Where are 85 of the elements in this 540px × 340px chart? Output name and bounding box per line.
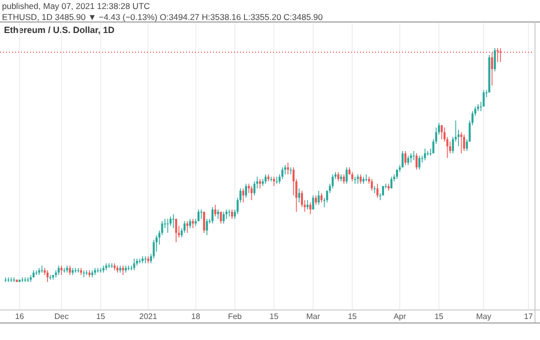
candlestick [376, 183, 378, 198]
candlestick [192, 218, 194, 229]
x-tick-label: 15 [270, 312, 279, 321]
x-tick-label: Feb [228, 312, 242, 321]
candlestick [300, 190, 303, 208]
candlestick [122, 265, 124, 276]
candlestick [60, 265, 63, 276]
candlestick [424, 148, 426, 161]
candlestick [281, 166, 284, 180]
candlestick [245, 183, 248, 198]
x-tick-label: Mar [306, 312, 320, 321]
candlestick [314, 195, 317, 206]
candlestick [416, 152, 418, 170]
candlestick [21, 276, 24, 282]
x-tick-label: 17 [524, 312, 534, 321]
x-tick-label: 15 [348, 312, 358, 321]
candlestick [390, 176, 392, 189]
candlestick [410, 152, 412, 164]
candlestick [144, 256, 146, 264]
candlestick [396, 169, 398, 180]
candlestick [460, 132, 462, 154]
candlestick [346, 166, 348, 184]
candlestick [108, 262, 110, 268]
candlestick [356, 174, 359, 184]
candlestick [402, 150, 404, 168]
text: published, May 07, 2021 12:38:28 UTC [2, 1, 150, 11]
candlestick [449, 141, 452, 154]
candlestick [242, 188, 244, 203]
candlestick [412, 150, 415, 161]
x-tick-label: 16 [15, 312, 25, 321]
x-tick-label: 2021 [139, 312, 158, 321]
x-tick-label: 15 [96, 312, 106, 321]
x-tick-label: Dec [54, 312, 69, 321]
candlestick [253, 180, 256, 196]
candlestick [351, 172, 354, 182]
candlestick [186, 220, 188, 234]
candlestick [494, 48, 496, 72]
candlestick [222, 211, 225, 224]
candlestick [320, 192, 323, 203]
candlestick [166, 218, 169, 234]
candlestick [211, 206, 214, 224]
candlestick [309, 202, 312, 215]
candlestick [250, 186, 253, 200]
candlestick [7, 276, 10, 282]
candlestick [203, 211, 206, 234]
candlestick [418, 155, 420, 170]
candlestick [463, 134, 466, 152]
candlestick [189, 218, 192, 229]
chart-title: Ethereum / U.S. Dollar, 1D [4, 25, 116, 35]
candlestick [82, 270, 85, 278]
candlestick [231, 209, 234, 220]
candlestick [482, 90, 485, 107]
candlestick [440, 124, 443, 140]
candlestick [133, 258, 136, 271]
candlestick [407, 155, 410, 166]
candlestick [264, 174, 267, 184]
candlestick [58, 265, 60, 276]
candlestick [272, 176, 275, 186]
candlestick [68, 265, 71, 276]
x-tick-label: Apr [394, 312, 406, 321]
x-tick-label: May [476, 312, 492, 321]
candlestick [26, 276, 29, 282]
candlestick [184, 220, 186, 234]
candlestick [206, 218, 208, 236]
candlestick [370, 178, 373, 192]
candlestick [360, 174, 362, 184]
text: ETHUSD, 1D 3485.90 ▼ −4.43 (−0.13%) O:3494.27 H:3538.16 L:3355.20 C:3485.90 [2, 12, 324, 22]
candlestick [312, 195, 314, 210]
x-tick-label: 18 [191, 312, 201, 321]
candlestick [4, 276, 7, 282]
candlestick [404, 150, 406, 166]
candlestick [337, 172, 340, 182]
candlestick [164, 218, 166, 229]
candlestick [332, 174, 334, 189]
candlestick [354, 176, 356, 184]
candlestick [382, 186, 384, 196]
candlestick [318, 190, 320, 206]
candlestick [175, 218, 178, 243]
candlestick [298, 188, 300, 203]
candlestick [46, 270, 49, 282]
candlestick [128, 265, 130, 271]
candlestick [342, 174, 345, 184]
candlestick [12, 276, 15, 282]
x-tick-label: 15 [434, 312, 444, 321]
candlestick [214, 204, 216, 217]
